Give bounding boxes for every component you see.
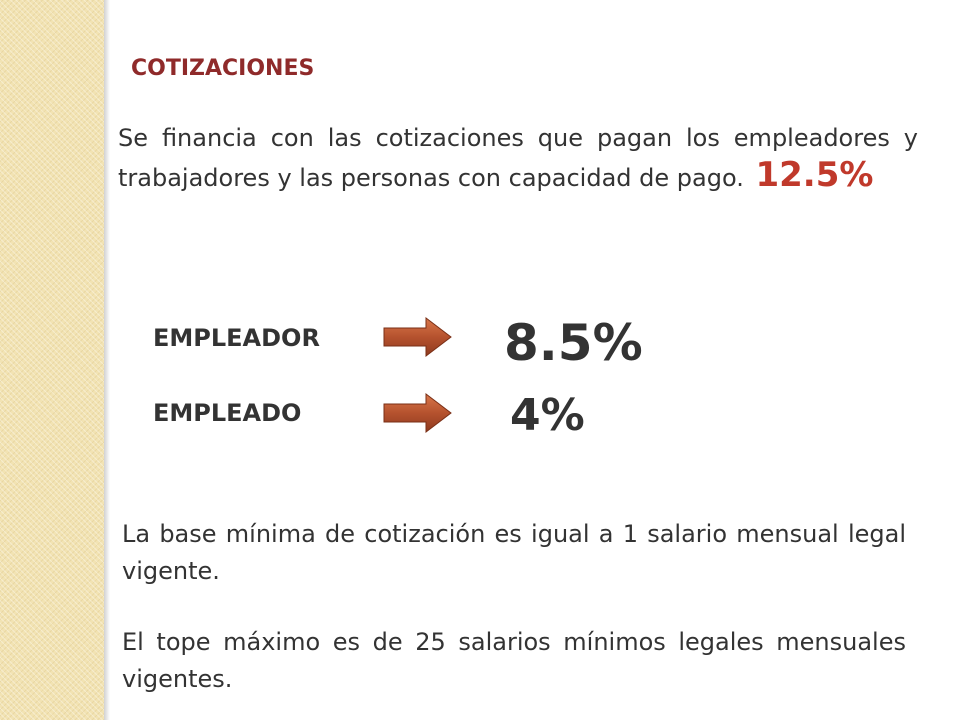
right-arrow-icon xyxy=(383,392,452,434)
employee-rate: 4% xyxy=(510,390,585,441)
minimum-base-paragraph: La base mínima de cotización es igual a … xyxy=(122,520,906,585)
total-rate: 12.5% xyxy=(755,155,874,195)
slide-title: COTIZACIONES xyxy=(131,56,315,81)
financing-paragraph: Se financia con las cotizaciones que pag… xyxy=(118,120,918,197)
right-arrow-icon xyxy=(383,316,452,358)
decorative-side-strip xyxy=(0,0,104,720)
side-strip-shadow xyxy=(104,0,110,720)
financing-text: Se financia con las cotizaciones que pag… xyxy=(118,124,918,192)
employer-rate: 8.5% xyxy=(504,314,643,372)
maximum-cap-paragraph: El tope máximo es de 25 salarios mínimos… xyxy=(122,628,906,693)
employer-label: EMPLEADOR xyxy=(153,324,320,352)
employee-label: EMPLEADO xyxy=(153,399,302,427)
